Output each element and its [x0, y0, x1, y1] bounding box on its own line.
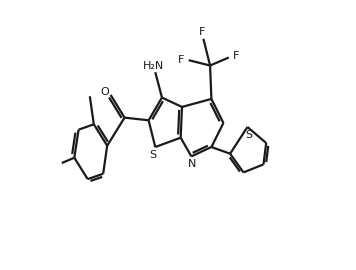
- Text: F: F: [178, 55, 184, 65]
- Text: S: S: [245, 130, 252, 140]
- Text: O: O: [100, 87, 109, 97]
- Text: F: F: [232, 51, 239, 61]
- Text: H₂N: H₂N: [142, 60, 164, 70]
- Text: N: N: [188, 159, 196, 169]
- Text: F: F: [199, 27, 205, 37]
- Text: S: S: [149, 150, 156, 160]
